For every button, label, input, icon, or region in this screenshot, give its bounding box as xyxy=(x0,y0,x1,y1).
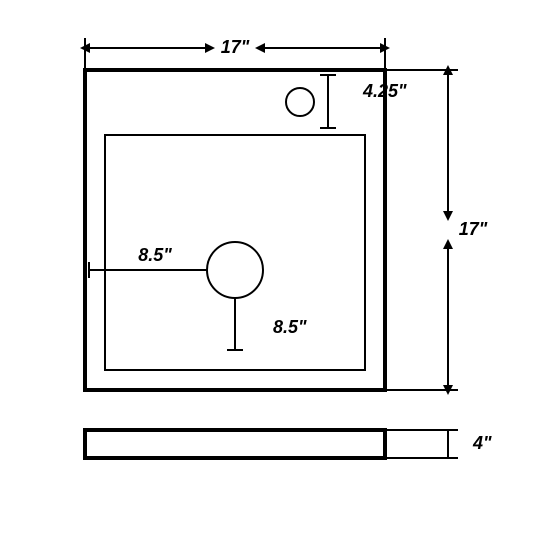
dimension-label: 4" xyxy=(472,433,492,453)
dimension-label: 8.5" xyxy=(273,317,307,337)
dimension-label: 4.25" xyxy=(362,81,407,101)
drain-hole xyxy=(207,242,263,298)
dimension-label: 17" xyxy=(221,37,250,57)
diagram-canvas: 17" 17" 4.25" 8.5" 8.5" 4" xyxy=(0,0,550,550)
dimension-label: 17" xyxy=(459,219,488,239)
technical-drawing: 17" 17" 4.25" 8.5" 8.5" 4" xyxy=(0,0,550,550)
dimension-label: 8.5" xyxy=(138,245,172,265)
side-view xyxy=(85,430,385,458)
faucet-hole xyxy=(286,88,314,116)
